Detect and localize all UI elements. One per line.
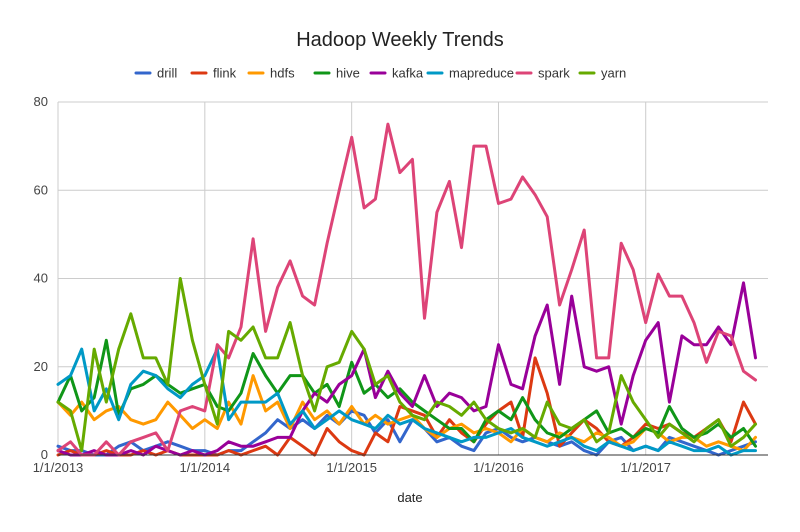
y-tick-label: 40 <box>34 271 48 286</box>
plot-lines <box>56 122 757 457</box>
legend-label-yarn: yarn <box>601 66 626 81</box>
legend-label-flink: flink <box>213 66 237 81</box>
series-line-yarn <box>56 277 757 453</box>
y-tick-label: 20 <box>34 359 48 374</box>
x-tick-label: 1/1/2014 <box>180 460 231 475</box>
series-line-hive <box>56 338 757 448</box>
series-line-spark <box>56 122 757 457</box>
legend-label-mapreduce: mapreduce <box>449 66 514 81</box>
legend-label-hdfs: hdfs <box>270 66 295 81</box>
legend-label-hive: hive <box>336 66 360 81</box>
legend-label-spark: spark <box>538 66 570 81</box>
legend-label-kafka: kafka <box>392 66 424 81</box>
x-tick-label: 1/1/2013 <box>33 460 84 475</box>
x-axis-label: date <box>397 490 422 505</box>
y-tick-label: 0 <box>41 447 48 462</box>
x-tick-label: 1/1/2015 <box>326 460 377 475</box>
series-line-mapreduce <box>56 347 757 457</box>
legend: drill flink hdfs hive kafka mapreduce spark yar… <box>134 66 626 81</box>
y-tick-label: 60 <box>34 182 48 197</box>
x-tick-label: 1/1/2017 <box>620 460 671 475</box>
x-tick-label: 1/1/2016 <box>473 460 524 475</box>
axes: 0 20 40 60 80 1/1/2013 1/1/2014 1/1/2015 1/1/201… <box>33 94 768 475</box>
chart-title: Hadoop Weekly Trends <box>296 29 504 51</box>
y-tick-label: 80 <box>34 94 48 109</box>
grid <box>57 101 768 456</box>
series-line-kafka <box>56 281 757 457</box>
legend-label-drill: drill <box>157 66 177 81</box>
series-line-hdfs <box>56 374 757 453</box>
